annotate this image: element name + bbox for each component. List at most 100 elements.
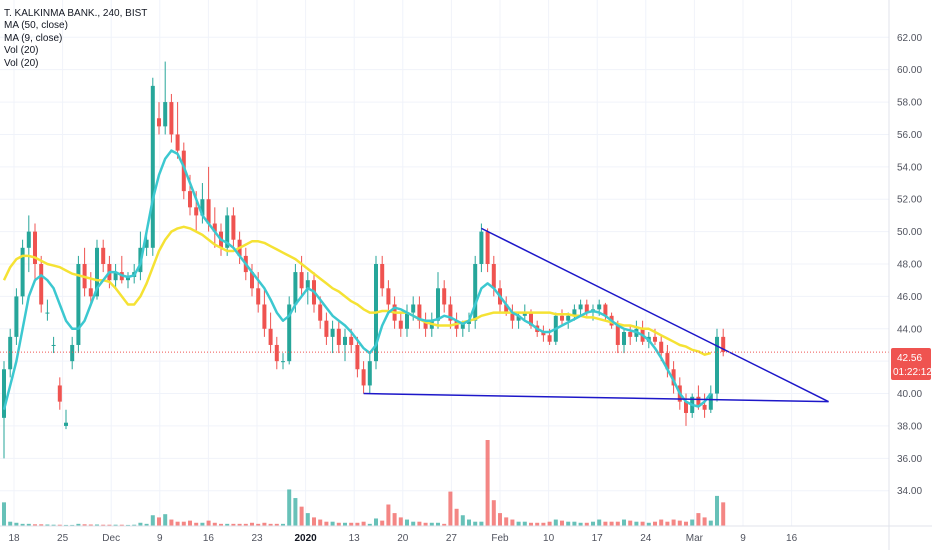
candle-body [212, 223, 217, 232]
volume-bar [8, 521, 13, 526]
volume-bar [274, 523, 279, 526]
volume-bar [622, 519, 626, 526]
volume-bar [690, 519, 695, 526]
candle-body [597, 304, 602, 310]
candle-body [355, 344, 360, 370]
volume-bar [541, 522, 546, 526]
candle-body [101, 247, 106, 264]
volume-bar [646, 522, 651, 526]
volume-bar [219, 523, 223, 526]
candle-body [256, 288, 261, 305]
volume-bar [386, 504, 391, 526]
candle-body [57, 385, 62, 402]
candle-body [473, 264, 478, 321]
candle-body [293, 272, 298, 305]
legend-vol-2[interactable]: Vol (20) [4, 57, 39, 69]
candle-body [14, 296, 19, 337]
volume-bar [231, 523, 236, 526]
candle-body [715, 336, 719, 394]
candle-body [33, 231, 37, 264]
volume-bar [374, 518, 378, 526]
candle-body [653, 336, 657, 342]
candle-body [603, 304, 608, 316]
volume-bar [45, 524, 50, 526]
legend-ma50[interactable]: MA (50, close) [4, 20, 68, 32]
volume-bar [349, 522, 354, 526]
volume-bar [491, 500, 496, 526]
candle-body [287, 304, 292, 362]
volume-bar [262, 522, 267, 526]
x-tick-label: 27 [446, 533, 458, 544]
volume-bar [225, 523, 230, 526]
candle-body [436, 288, 440, 321]
volume-bar [138, 522, 143, 526]
volume-bar [715, 495, 719, 526]
legend-symbol[interactable]: T. KALKINMA BANK., 240, BIST [4, 8, 148, 19]
candle-body [305, 280, 310, 289]
legend-ma9[interactable]: MA (9, close) [4, 32, 63, 44]
volume-bar [188, 520, 192, 526]
volume-bar [101, 524, 106, 526]
candle-body [336, 328, 341, 345]
candle-body [708, 393, 713, 410]
candle-body [405, 312, 409, 329]
y-tick-label: 36.00 [897, 454, 922, 465]
volume-bar [256, 523, 261, 526]
y-tick-label: 44.00 [897, 324, 922, 335]
candle-body [250, 272, 254, 289]
volume-bar [653, 521, 657, 526]
volume-bar [51, 524, 56, 526]
volume-bar [318, 519, 323, 526]
candle-body [380, 264, 385, 289]
volume-bar [572, 521, 577, 526]
y-tick-label: 58.00 [897, 98, 922, 109]
volume-bar [510, 519, 515, 526]
volume-bar [287, 489, 292, 526]
x-tick-label: 10 [543, 533, 555, 544]
volume-bar [355, 522, 360, 526]
x-tick-label: Dec [102, 533, 120, 544]
volume-bar [299, 506, 304, 526]
trendlines [363, 227, 829, 403]
volume-bar [504, 517, 509, 526]
candle-body [628, 332, 633, 337]
volume-bar [107, 524, 112, 526]
volume-bar [33, 524, 37, 526]
x-tick-label: Mar [686, 533, 704, 544]
y-tick-label: 40.00 [897, 389, 922, 400]
x-tick-label: 17 [592, 533, 604, 544]
candle-body [206, 199, 211, 224]
legend-vol-1[interactable]: Vol (20) [4, 45, 39, 57]
volume-bar [708, 520, 713, 526]
volume-bar [132, 524, 137, 526]
candle-body [76, 264, 81, 345]
candle-body [330, 328, 335, 337]
candle-body [547, 335, 552, 342]
ma9-line [2, 149, 712, 411]
x-tick-label: 24 [640, 533, 652, 544]
candle-body [460, 323, 465, 329]
y-tick-label: 34.00 [897, 486, 922, 497]
chart-legend: T. KALKINMA BANK., 240, BIST MA (50, clo… [4, 8, 147, 70]
volume-bar [597, 519, 602, 526]
volume-bar [640, 521, 645, 526]
volume-bars [2, 440, 726, 526]
candle-body [194, 207, 199, 216]
candle-body [578, 304, 583, 310]
volume-bar [411, 521, 416, 526]
candle-body [8, 336, 13, 370]
volume-bar [237, 523, 242, 526]
candle-body [615, 325, 620, 345]
volume-bar [485, 440, 490, 526]
candle-body [281, 361, 285, 363]
candle-body [2, 369, 6, 418]
x-tick-label: 18 [8, 533, 20, 544]
volume-bar [212, 522, 217, 526]
y-tick-label: 60.00 [897, 65, 922, 76]
x-tick-label: 25 [57, 533, 69, 544]
candle-body [485, 231, 490, 264]
volume-bar [609, 521, 614, 526]
candle-body [39, 264, 44, 305]
candle-body [163, 102, 168, 127]
